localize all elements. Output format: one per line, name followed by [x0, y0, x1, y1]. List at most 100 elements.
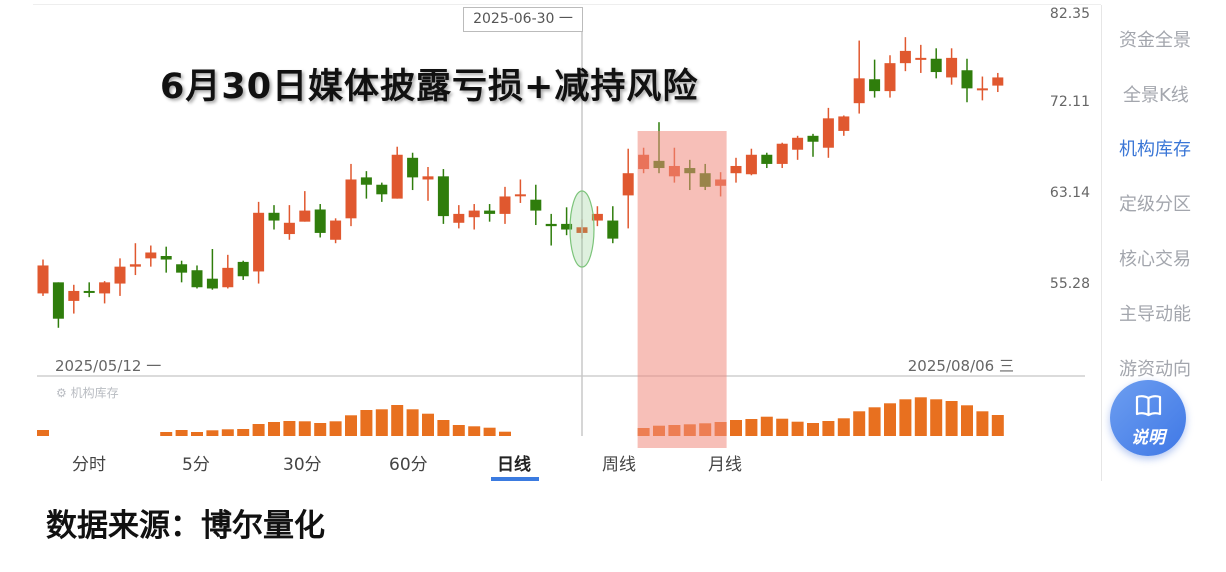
- candle-up: [884, 63, 896, 92]
- tab-60min[interactable]: 60分: [389, 455, 428, 475]
- x-start-date-label: 2025/05/12 一: [55, 357, 162, 375]
- candle-up: [622, 173, 634, 196]
- volume-bar: [853, 411, 866, 436]
- y-tick-label: 82.35: [1049, 6, 1090, 22]
- tab-minute[interactable]: 分时: [72, 455, 106, 475]
- highlight-range-box: [637, 131, 727, 448]
- volume-bar: [237, 429, 250, 436]
- sidebar-item-hot-money[interactable]: 游资动向: [1119, 359, 1191, 380]
- y-tick-label: 55.28: [1049, 276, 1090, 292]
- volume-bar: [252, 424, 265, 436]
- help-button[interactable]: 说明: [1110, 380, 1186, 456]
- candle-up: [345, 179, 357, 219]
- volume-bar: [345, 415, 357, 436]
- volume-bar: [930, 399, 943, 436]
- volume-bar: [822, 421, 835, 436]
- volume-bar: [191, 432, 203, 436]
- candle-down: [237, 261, 249, 277]
- candle-up: [745, 154, 757, 175]
- volume-bar: [314, 423, 327, 436]
- volume-bar: [899, 399, 912, 436]
- book-icon: [1135, 395, 1162, 417]
- volume-bar: [991, 415, 1004, 436]
- volume-bar: [360, 410, 373, 436]
- sidebar-item-fund-overview[interactable]: 资金全景: [1119, 30, 1191, 51]
- sidebar-item-core-trading[interactable]: 核心交易: [1119, 249, 1191, 270]
- tab-daily[interactable]: 日线: [497, 455, 531, 475]
- gear-icon: ⚙: [56, 386, 67, 400]
- sidebar-item-institution-inventory[interactable]: 机构库存: [1119, 139, 1191, 160]
- candle-down: [484, 210, 496, 214]
- active-tab-indicator: [491, 477, 539, 481]
- candle-down: [191, 270, 203, 288]
- candle-down: [160, 256, 172, 260]
- candle-down: [961, 70, 973, 89]
- candle-down: [930, 58, 942, 73]
- volume-bar: [807, 423, 819, 436]
- candle-up: [330, 220, 342, 240]
- volume-bar: [468, 426, 481, 436]
- volume-bar: [268, 422, 280, 436]
- candle-up: [976, 88, 988, 91]
- candle-up: [514, 194, 526, 197]
- candle-up: [915, 57, 927, 60]
- volume-bar: [422, 413, 434, 436]
- candle-up: [422, 176, 434, 180]
- candle-up: [822, 118, 834, 148]
- tab-30min[interactable]: 30分: [283, 455, 322, 475]
- candle-up: [114, 266, 126, 284]
- candle-down: [83, 290, 95, 293]
- candle-up: [853, 78, 865, 104]
- candle-down: [561, 223, 573, 230]
- candle-up: [222, 267, 234, 288]
- top-divider: [33, 4, 1101, 5]
- volume-panel-label: ⚙ 机构库存: [56, 384, 119, 401]
- candle-down: [807, 135, 819, 142]
- candlestick-chart[interactable]: [0, 0, 1100, 450]
- tab-weekly[interactable]: 周线: [602, 455, 636, 475]
- candle-up: [730, 165, 742, 174]
- candle-up: [129, 264, 141, 267]
- candle-up: [68, 290, 80, 301]
- crosshair-date-label: 2025-06-30 一: [463, 7, 583, 32]
- volume-bar: [37, 430, 49, 436]
- volume-bar: [206, 430, 219, 436]
- candle-down: [176, 264, 188, 273]
- volume-bar: [776, 418, 789, 436]
- volume-bar: [961, 405, 973, 436]
- tab-monthly[interactable]: 月线: [708, 455, 742, 475]
- candle-up: [468, 210, 480, 218]
- sidebar-item-overview-kline[interactable]: 全景K线: [1123, 85, 1189, 106]
- candle-up: [283, 222, 295, 235]
- candle-up: [591, 213, 603, 221]
- candle-up: [99, 282, 111, 294]
- volume-bar: [160, 432, 173, 436]
- sidebar-item-dominant-momentum[interactable]: 主导动能: [1119, 304, 1191, 325]
- highlight-ellipse: [569, 190, 595, 268]
- y-tick-label: 63.14: [1049, 185, 1090, 201]
- candle-up: [391, 154, 403, 199]
- volume-bar: [452, 425, 465, 436]
- volume-panel-label-text: 机构库存: [70, 386, 119, 400]
- candle-up: [499, 196, 511, 214]
- x-end-date-label: 2025/08/06 三: [907, 357, 1014, 375]
- volume-bar: [406, 409, 419, 436]
- volume-bar: [745, 419, 758, 436]
- sidebar-item-grading-zones[interactable]: 定级分区: [1119, 194, 1191, 215]
- volume-bar: [945, 401, 958, 436]
- candle-up: [299, 210, 311, 222]
- volume-bar: [283, 421, 296, 436]
- volume-bar: [329, 421, 342, 436]
- help-button-label: 说明: [1131, 428, 1165, 448]
- candle-down: [869, 79, 881, 92]
- candle-up: [776, 143, 788, 164]
- volume-bar: [221, 429, 234, 436]
- candle-up: [899, 50, 911, 64]
- candle-down: [437, 176, 449, 217]
- candle-up: [37, 265, 49, 294]
- volume-bar: [837, 418, 850, 436]
- volume-bar: [791, 421, 804, 436]
- candle-down: [545, 223, 557, 227]
- tab-5min[interactable]: 5分: [182, 455, 210, 475]
- volume-bar: [914, 397, 927, 436]
